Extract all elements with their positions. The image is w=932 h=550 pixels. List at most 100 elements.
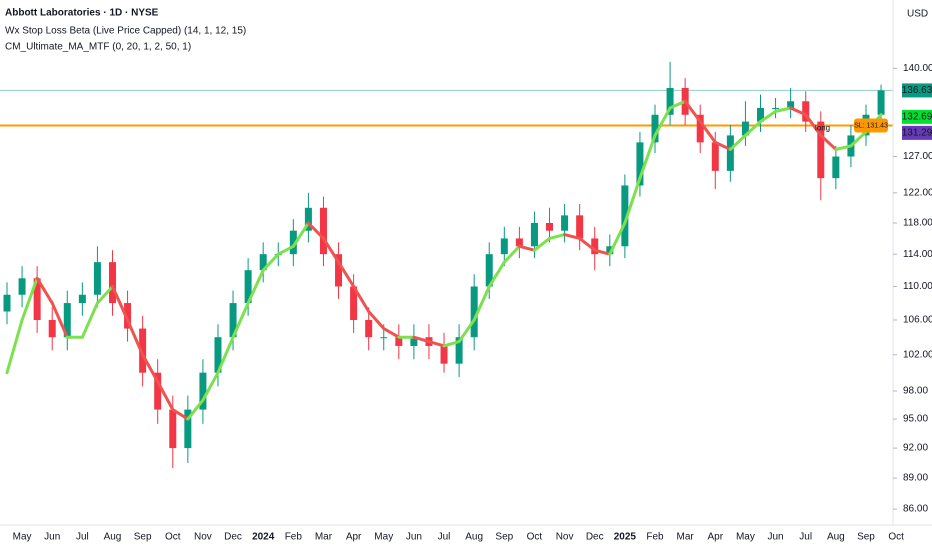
moving-average-segment (789, 106, 808, 117)
moving-average-segment (743, 120, 762, 137)
moving-average-segment (487, 260, 506, 288)
moving-average-segment (472, 284, 491, 322)
price-label: 132.69 (902, 112, 932, 123)
candle-body (184, 409, 192, 449)
x-tick-label: Sep (495, 532, 513, 543)
candle-body (877, 90, 885, 115)
y-tick-label: 140.00 (903, 63, 932, 74)
moving-average-segment (834, 144, 853, 151)
x-tick-label: Sep (857, 532, 875, 543)
candle-body (470, 286, 478, 338)
x-tick-label: Jul (799, 532, 812, 543)
candle-body (259, 254, 267, 271)
x-tick-label: Aug (465, 532, 483, 543)
x-tick-label: Aug (827, 532, 845, 543)
x-tick-label: Mar (677, 532, 695, 543)
y-tick-label: 92.00 (903, 443, 928, 454)
x-tick-label: Nov (556, 532, 574, 543)
x-tick-label: May (13, 532, 32, 543)
candle-body (289, 230, 297, 255)
candle-body (787, 101, 795, 108)
currency: USD (907, 9, 928, 20)
candle-body (576, 215, 584, 239)
x-tick-label: Apr (708, 532, 724, 543)
moving-average-segment (80, 301, 99, 339)
moving-average-segment (713, 140, 732, 151)
y-tick-label: 95.00 (903, 414, 928, 425)
candle-body (455, 337, 463, 364)
candle-body (666, 87, 674, 115)
candle-body (169, 409, 177, 449)
candle-body (561, 215, 569, 231)
moving-average-segment (186, 398, 205, 421)
moving-average-segment (50, 301, 69, 339)
x-tick-label: Oct (165, 532, 181, 543)
moving-average-segment (306, 221, 325, 240)
moving-average-segment (412, 335, 431, 344)
price-label-bg (902, 125, 932, 140)
candle-body (319, 207, 327, 255)
x-tick-label: 2025 (614, 532, 637, 543)
candle-body (410, 337, 418, 346)
moving-average-segment (759, 109, 778, 124)
candle-body (154, 372, 162, 410)
moving-average-segment (95, 284, 114, 305)
y-tick-label: 118.00 (903, 218, 932, 229)
candle-body (772, 107, 780, 109)
x-tick-label: Jun (44, 532, 60, 543)
candle-body (350, 286, 358, 320)
x-tick-label: Sep (134, 532, 152, 543)
x-tick-label: May (736, 532, 755, 543)
candle-body (515, 238, 523, 247)
x-tick-label: May (374, 532, 393, 543)
x-tick-label: 2024 (252, 532, 275, 543)
moving-average-segment (261, 252, 280, 272)
candle-body (395, 337, 403, 346)
indicator-label: CM_Ultimate_MA_MTF (0, 20, 1, 2, 50, 1) (5, 42, 191, 53)
moving-average-segment (457, 318, 476, 344)
moving-average-segment (126, 318, 145, 357)
x-tick-label: Oct (888, 532, 904, 543)
moving-average-segment (548, 233, 567, 240)
y-tick-label: 114.00 (903, 249, 932, 260)
x-tick-label: Feb (285, 532, 303, 543)
candle-body (440, 345, 448, 364)
y-tick-label: 110.00 (903, 281, 932, 292)
candle-body (78, 294, 86, 304)
y-tick-label: 106.00 (903, 315, 932, 326)
candle-body (832, 156, 840, 179)
moving-average-segment (819, 133, 838, 151)
moving-average-segment (201, 371, 220, 402)
x-tick-label: Jun (406, 532, 422, 543)
moving-average-segment (517, 244, 536, 252)
stop-loss-label-bg (854, 118, 888, 133)
moving-average-segment (141, 353, 160, 384)
moving-average-segment (231, 301, 250, 339)
stop-loss-label: SL: 131.43 (854, 122, 888, 129)
chart-title: Abbott Laboratories · 1D · NYSE (5, 8, 159, 19)
candle-body (214, 337, 222, 373)
candle-body (304, 207, 312, 231)
candle-body (63, 303, 71, 338)
moving-average-segment (382, 327, 401, 339)
moving-average-segment (668, 99, 687, 110)
candle-body (48, 319, 56, 338)
y-tick-label: 89.00 (903, 473, 928, 484)
candle-body (18, 278, 26, 295)
x-tick-label: Dec (586, 532, 604, 543)
moving-average-segment (427, 340, 446, 348)
candle-body (606, 246, 614, 255)
moving-average-segment (774, 106, 793, 113)
indicator-label: Wx Stop Loss Beta (Live Price Capped) (1… (5, 26, 246, 37)
candle-body (229, 303, 237, 338)
candle-body (817, 121, 825, 179)
price-label-bg (902, 109, 932, 124)
y-tick-label: 122.00 (903, 187, 932, 198)
moving-average-segment (110, 284, 130, 322)
signal-annotation: long (815, 124, 830, 133)
candle-body (124, 303, 132, 329)
price-label: 136.63 (902, 85, 932, 96)
candle-body (741, 121, 749, 136)
x-tick-label: Jul (76, 532, 89, 543)
